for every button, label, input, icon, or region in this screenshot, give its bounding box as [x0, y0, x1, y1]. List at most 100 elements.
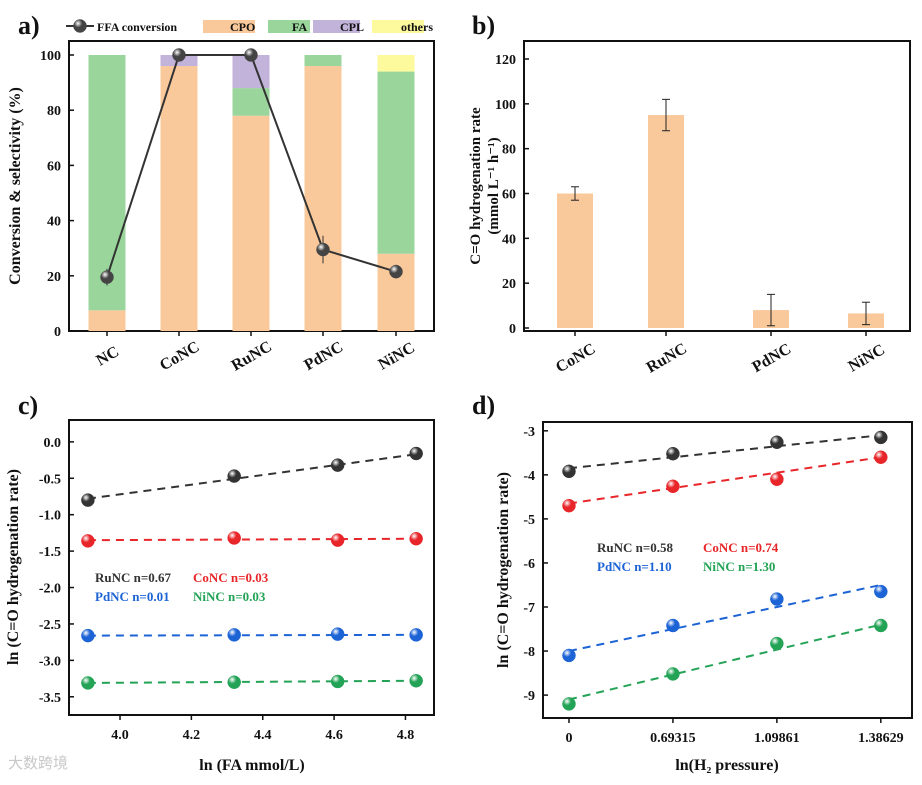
data-point	[562, 498, 576, 513]
data-point	[227, 628, 241, 642]
data-point	[389, 264, 403, 279]
data-point	[770, 636, 784, 651]
y-tick-label: -1.0	[39, 509, 61, 524]
x-tick-label: RuNC	[229, 338, 275, 375]
point-marker	[409, 674, 423, 688]
y-tick-label: 100	[40, 49, 61, 64]
bar-cpo	[88, 310, 126, 331]
x-tick-label: NiNC	[846, 341, 888, 375]
fit-line-pdnc	[87, 633, 417, 637]
plot-frame	[542, 421, 913, 719]
point-marker	[316, 242, 330, 257]
point-marker	[666, 446, 680, 461]
point-marker	[330, 674, 345, 689]
fit-line-conc	[87, 537, 417, 542]
x-tick-label: 1.09861	[754, 731, 800, 746]
y-tick-label: 120	[495, 53, 516, 68]
point-marker	[330, 458, 345, 472]
data-point	[81, 676, 95, 690]
point-marker	[172, 48, 186, 62]
fit-line-pdnc	[568, 583, 882, 653]
point-marker	[227, 628, 241, 642]
y-tick-label: 20	[47, 270, 61, 285]
series-annotation-runc: RuNC n=0.67	[95, 570, 172, 585]
point-marker	[409, 531, 423, 546]
x-tick-label: PdNC	[301, 338, 346, 374]
y-axis-label: ln (C=O hydrogenation rate)	[5, 469, 22, 665]
point-marker	[770, 472, 784, 487]
x-tick-label: PdNC	[749, 340, 794, 376]
point-marker	[244, 48, 258, 62]
data-point	[330, 627, 345, 641]
series-annotation-pdnc: PdNC n=0.01	[95, 589, 170, 604]
point-marker	[409, 628, 423, 642]
x-tick-label: 0	[565, 731, 572, 746]
x-tick-label: 4.2	[183, 728, 201, 743]
y-axis-label: C=O hydrogenation rate	[468, 107, 484, 265]
bar-cpo	[160, 66, 198, 331]
point-marker	[874, 618, 888, 633]
y-tick-label: -1.5	[39, 545, 61, 560]
point-marker	[562, 464, 576, 479]
point-marker	[100, 270, 114, 284]
bar	[648, 115, 684, 329]
point-marker	[227, 531, 241, 545]
y-tick-label: 60	[47, 159, 61, 174]
y-tick-label: -3.5	[39, 691, 61, 706]
plot-frame	[523, 40, 911, 332]
y-tick-label: -7	[523, 601, 535, 616]
legend-label: CPO	[230, 20, 255, 34]
y-tick-label: -6	[523, 557, 535, 572]
point-marker	[81, 676, 95, 690]
data-point	[666, 446, 680, 461]
bar-others	[377, 55, 415, 72]
point-marker	[874, 584, 888, 599]
point-marker	[81, 493, 95, 507]
data-point	[73, 19, 87, 33]
x-tick-label: NiNC	[376, 339, 418, 373]
point-marker	[81, 628, 95, 643]
point-marker	[666, 479, 680, 494]
panel-label-a: a)	[18, 11, 40, 40]
point-marker	[562, 498, 576, 513]
fit-line-ninc	[87, 679, 417, 684]
data-point	[316, 242, 330, 257]
series-annotation-conc: CoNC n=0.03	[193, 570, 269, 585]
point-marker	[770, 592, 784, 606]
data-point	[330, 533, 345, 547]
y-tick-label: -9	[523, 689, 535, 704]
data-point	[666, 479, 680, 494]
data-point	[409, 674, 423, 688]
data-point	[244, 48, 258, 62]
point-marker	[874, 430, 888, 445]
series-annotation-runc: RuNC n=0.58	[597, 540, 674, 555]
data-point	[770, 592, 784, 606]
data-point	[562, 464, 576, 479]
data-point	[330, 674, 345, 689]
panel-label-b: b)	[472, 11, 495, 40]
y-tick-label: 100	[495, 98, 516, 113]
data-point	[874, 430, 888, 445]
point-marker	[330, 627, 345, 641]
y-tick-label: 80	[502, 143, 516, 158]
y-tick-label: -5	[523, 513, 535, 528]
y-tick-label: 20	[502, 277, 516, 292]
point-marker	[227, 675, 241, 689]
y-axis-label-unit: (mmol L⁻¹ h⁻¹)	[486, 137, 502, 234]
legend-label: FFA conversion	[97, 20, 177, 34]
data-point	[227, 675, 241, 689]
x-tick-label: 4.6	[325, 728, 343, 743]
legend-swatch	[268, 20, 310, 33]
x-tick-label: CoNC	[157, 338, 202, 374]
data-point	[770, 472, 784, 487]
legend-label: others	[401, 20, 433, 34]
x-tick-label: CoNC	[553, 340, 598, 376]
legend-swatch	[372, 20, 424, 33]
y-tick-label: -3	[523, 425, 535, 440]
point-marker	[227, 469, 241, 483]
legend-label: FA	[292, 20, 307, 34]
panel-label-d: d)	[472, 391, 495, 420]
y-axis-label: Conversion & selectivity (%)	[7, 87, 24, 285]
y-tick-label: -8	[523, 645, 535, 660]
legend-swatch	[313, 20, 360, 33]
